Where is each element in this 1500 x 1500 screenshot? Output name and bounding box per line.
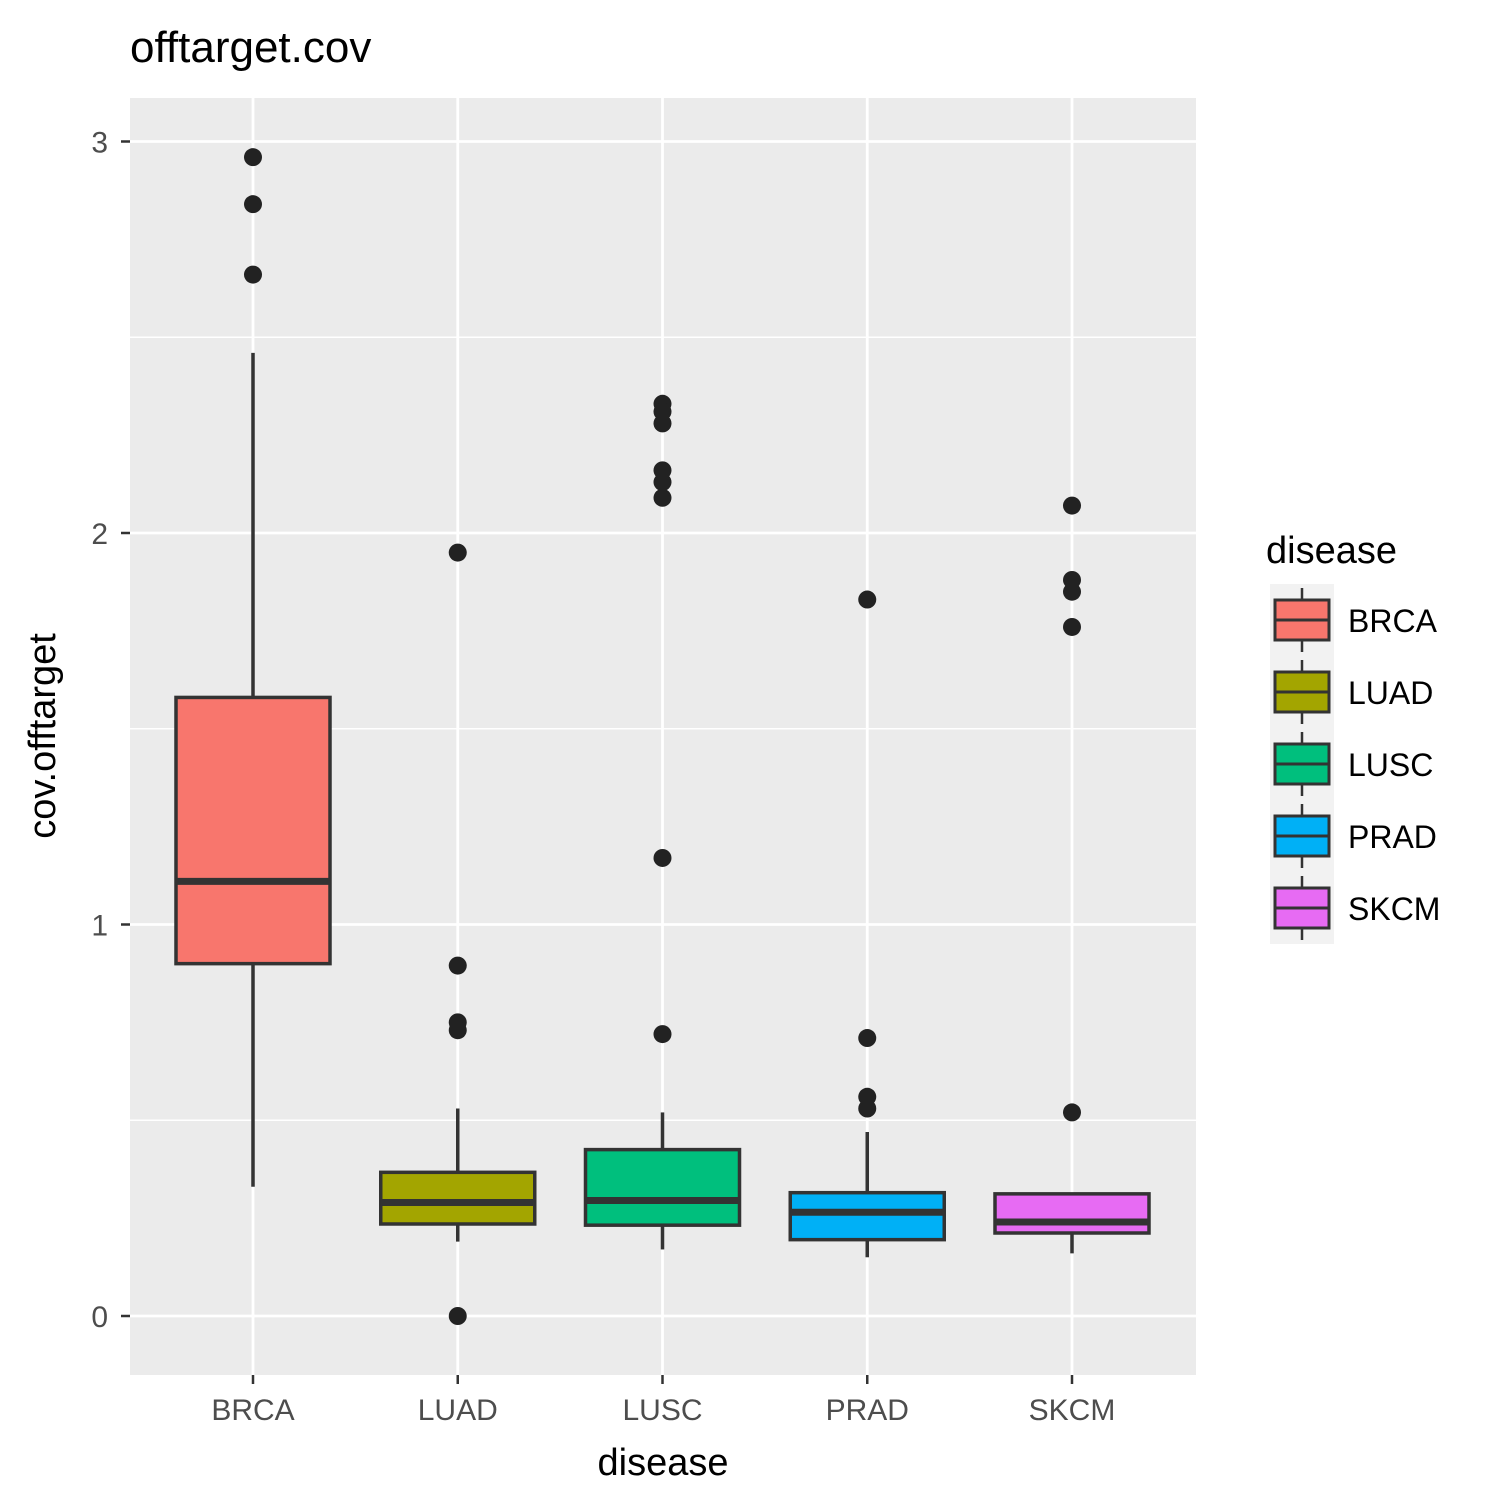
legend-item-luad: LUAD xyxy=(1270,656,1433,728)
legend-item-lusc: LUSC xyxy=(1270,728,1433,800)
y-tick-label: 0 xyxy=(91,1301,108,1334)
x-tick-label: BRCA xyxy=(211,1394,294,1427)
legend-item-brca: BRCA xyxy=(1270,584,1438,656)
legend-label: LUAD xyxy=(1348,675,1433,711)
outlier-point xyxy=(448,956,467,975)
outlier-point xyxy=(448,1307,467,1325)
outlier-point xyxy=(1063,582,1081,601)
legend-label: PRAD xyxy=(1348,819,1437,855)
outlier-point xyxy=(858,1099,877,1118)
y-tick-label: 2 xyxy=(91,518,108,551)
outlier-point xyxy=(653,848,672,867)
outlier-point xyxy=(244,148,262,167)
outlier-point xyxy=(448,543,467,562)
box-iqr xyxy=(379,1170,537,1226)
y-axis-title: cov.offtarget xyxy=(22,633,64,839)
y-tick-label: 1 xyxy=(91,910,108,943)
axes: 0 1 2 3 BRCA LUAD LUSC PRAD SKCM xyxy=(91,127,1115,1428)
outlier-point xyxy=(653,414,672,433)
boxes xyxy=(174,148,1151,1325)
outlier-point xyxy=(653,473,672,492)
outlier-point xyxy=(1063,1103,1081,1122)
x-tick-label: LUAD xyxy=(418,1394,498,1427)
legend-label: BRCA xyxy=(1348,603,1438,639)
outlier-point xyxy=(858,590,877,609)
y-tick-label: 3 xyxy=(91,127,108,160)
outlier-point xyxy=(858,1029,877,1048)
box-luad xyxy=(379,543,537,1325)
x-tick-label: SKCM xyxy=(1029,1394,1116,1427)
x-axis-title: disease xyxy=(598,1442,729,1484)
box-iqr xyxy=(174,695,332,966)
box-prad xyxy=(788,590,946,1258)
box-iqr xyxy=(993,1192,1151,1235)
legend-item-prad: PRAD xyxy=(1270,800,1437,872)
outlier-point xyxy=(653,488,672,507)
box-iqr xyxy=(788,1190,946,1242)
box-brca xyxy=(174,148,332,1187)
outlier-point xyxy=(244,265,262,284)
legend-label: LUSC xyxy=(1348,747,1433,783)
outlier-point xyxy=(653,1025,672,1044)
legend: disease BRCA LUAD LUSC PRAD SKCM xyxy=(1266,530,1440,944)
outlier-point xyxy=(1063,617,1081,636)
chart-title: offtarget.cov xyxy=(130,23,371,72)
outlier-point xyxy=(1063,496,1081,515)
legend-title: disease xyxy=(1266,530,1397,572)
x-tick-label: LUSC xyxy=(622,1394,702,1427)
legend-label: SKCM xyxy=(1348,891,1440,927)
x-tick-label: PRAD xyxy=(826,1394,909,1427)
box-iqr xyxy=(583,1147,742,1227)
box-lusc xyxy=(583,394,742,1250)
outlier-point xyxy=(448,1021,467,1040)
legend-item-skcm: SKCM xyxy=(1270,872,1440,944)
box-skcm xyxy=(993,496,1151,1254)
outlier-point xyxy=(244,195,262,214)
